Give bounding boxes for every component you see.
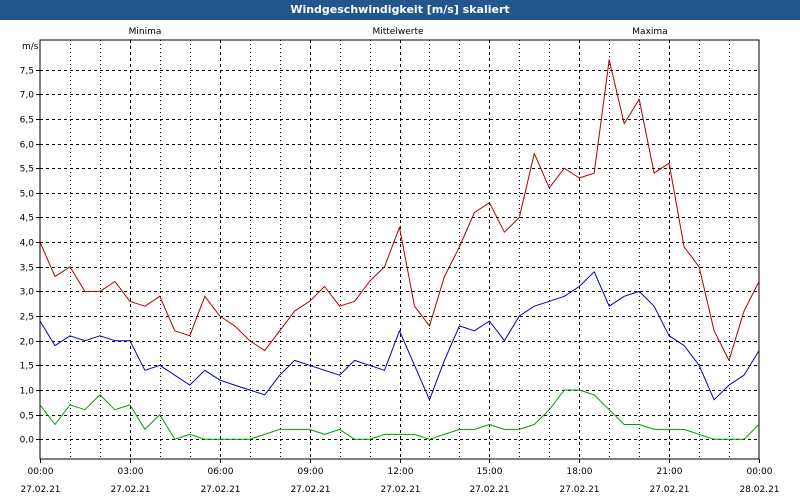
- y-tick-label: 7,0: [20, 91, 35, 101]
- series-minima-line: [39, 389, 760, 440]
- series-mittelwerte-line: [39, 271, 760, 401]
- legend-maxima: Maxima: [632, 27, 667, 37]
- x-tick-date: 28.02.21: [739, 485, 779, 495]
- x-tick-time: 15:00: [477, 467, 503, 477]
- y-tick-label: 2,5: [20, 313, 34, 323]
- y-axis: 0,0 0,5 1,0 1,5 2,0 2,5 3,0 3,5 4,0 4,5 5,0 5,5 6,0 6…: [20, 67, 40, 446]
- y-tick-label: 2,0: [20, 338, 35, 348]
- plot-border: [39, 39, 760, 460]
- x-tick-date: 27.02.21: [110, 485, 150, 495]
- x-tick-date: 27.02.21: [649, 485, 689, 495]
- y-tick-label: 0,0: [20, 436, 35, 446]
- x-tick-date: 27.02.21: [200, 485, 240, 495]
- y-axis-unit: m/s: [22, 42, 39, 52]
- legend-mittelwerte: Mittelwerte: [372, 27, 423, 37]
- x-tick-date: 27.02.21: [290, 485, 330, 495]
- x-tick-date: 27.02.21: [559, 485, 599, 495]
- series-lines: [39, 59, 760, 440]
- y-tick-label: 7,5: [20, 67, 34, 77]
- y-tick-label: 4,0: [20, 239, 35, 249]
- y-tick-label: 3,5: [20, 264, 34, 274]
- wind-speed-chart: Minima Mittelwerte Maxima m/s 0,0 0,5 1,0 1…: [20, 27, 780, 495]
- x-tick-time: 21:00: [657, 467, 683, 477]
- y-tick-label: 4,5: [20, 214, 34, 224]
- y-tick-label: 5,5: [20, 165, 34, 175]
- x-tick-date: 27.02.21: [469, 485, 509, 495]
- x-tick-date: 27.02.21: [380, 485, 420, 495]
- x-tick-time: 00:00: [747, 467, 773, 477]
- chart-title: Windgeschwindigkeit [m/s] skaliert: [0, 0, 800, 20]
- x-tick-time: 06:00: [208, 467, 234, 477]
- x-tick-time: 03:00: [118, 467, 144, 477]
- x-tick-date: 27.02.21: [20, 485, 60, 495]
- x-tick-time: 18:00: [567, 467, 593, 477]
- series-maxima-line: [39, 59, 760, 361]
- y-tick-label: 1,5: [20, 362, 34, 372]
- y-tick-label: 1,0: [20, 387, 35, 397]
- x-tick-time: 09:00: [298, 467, 324, 477]
- x-tick-time: 12:00: [388, 467, 414, 477]
- y-tick-label: 5,0: [20, 190, 35, 200]
- legend-minima: Minima: [129, 27, 162, 37]
- y-tick-label: 6,0: [20, 141, 35, 151]
- x-tick-time: 00:00: [28, 467, 54, 477]
- x-axis: 00:00 27.02.21 03:00 27.02.21 06:00 27.02.21 0…: [20, 459, 780, 495]
- y-tick-label: 6,5: [20, 116, 34, 126]
- y-tick-label: 3,0: [20, 288, 35, 298]
- grid-lines: [40, 40, 759, 459]
- y-tick-label: 0,5: [20, 412, 34, 422]
